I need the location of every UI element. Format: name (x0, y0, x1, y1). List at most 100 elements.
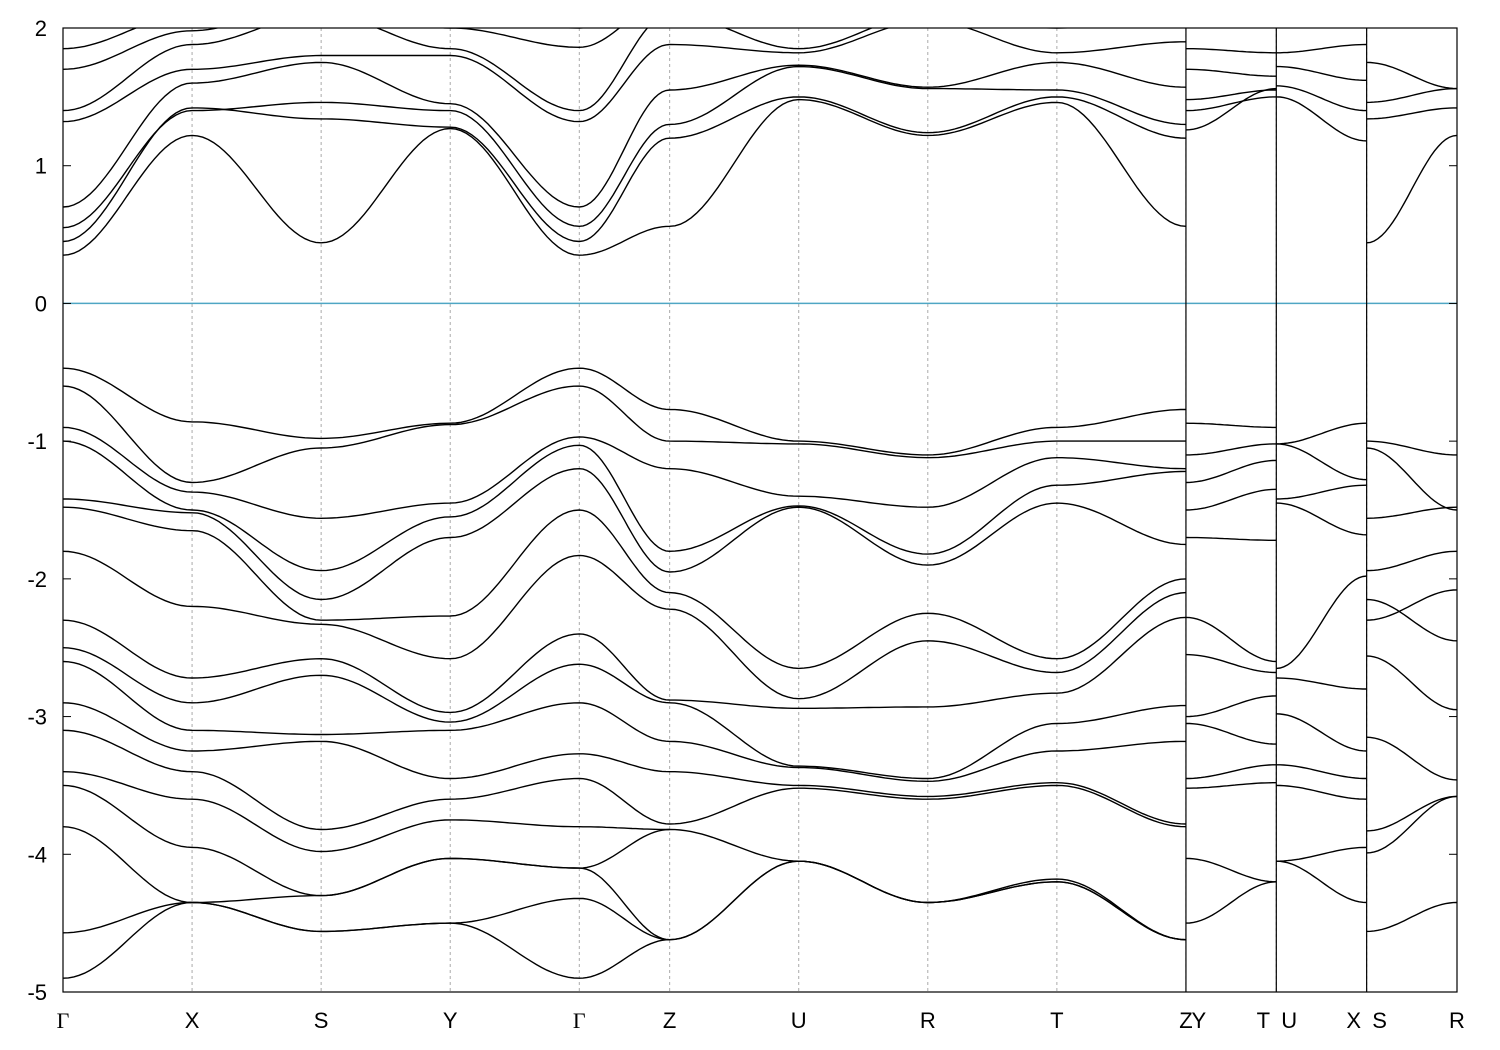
segment-separators (1185, 28, 1368, 992)
kpoint-label: R (920, 1008, 936, 1033)
valence-band-line (63, 647, 1186, 780)
conduction-band-line (1276, 65, 1367, 81)
valence-band-line (1366, 440, 1457, 456)
valence-band-line (63, 467, 1186, 601)
conduction-band-line (63, 61, 1186, 208)
valence-band-line (1185, 488, 1277, 511)
valence-band-line (63, 506, 1186, 670)
conduction-band-line (1185, 68, 1277, 77)
valence-band-line (1185, 616, 1277, 663)
valence-band-line (1366, 736, 1457, 781)
conduction-band-line (63, 28, 1076, 112)
valence-band-line (63, 385, 1186, 484)
valence-band-line (1276, 713, 1367, 752)
conduction-band-line (63, 65, 1186, 229)
valence-band-line (63, 901, 670, 979)
valence-band-line (63, 550, 1186, 700)
kpoint-label: Z (663, 1008, 676, 1033)
valence-band-line (63, 729, 1186, 831)
conduction-band-line (1185, 96, 1277, 112)
kpoint-label: S (1372, 1008, 1387, 1033)
conduction-band-line (1185, 89, 1277, 101)
conduction-band-line (63, 96, 1186, 243)
valence-band-line (1185, 459, 1277, 484)
y-tick-label: -1 (27, 429, 47, 454)
valence-band-line (1276, 860, 1367, 904)
kpoint-label: X (1346, 1008, 1361, 1033)
valence-band-line (1366, 550, 1457, 572)
conduction-band-line (1366, 61, 1457, 90)
kpoint-label: Γ (57, 1008, 70, 1033)
valence-band-line (1366, 795, 1457, 832)
valence-band-line (1185, 695, 1277, 718)
conduction-band-line (63, 98, 1186, 256)
valence-band-line (1185, 422, 1277, 429)
valence-band-line (1276, 422, 1367, 445)
valence-band-line (1185, 536, 1277, 541)
valence-band-line (1276, 443, 1367, 481)
kpoint-label: Z (1179, 1008, 1192, 1033)
valence-band-line (63, 826, 1186, 941)
valence-band-line (1366, 598, 1457, 642)
valence-band-line (1185, 443, 1277, 456)
x-axis: Γ X S Y Γ Z U R T ZY T U X S R (57, 1008, 1465, 1033)
valence-band-line (1276, 677, 1367, 690)
valence-band-line (1276, 575, 1367, 670)
valence-band-line (63, 440, 1186, 572)
kpoint-label: U (1281, 1008, 1297, 1033)
kpoint-label: U (791, 1008, 807, 1033)
valence-band-line (1366, 447, 1457, 511)
kpoint-label: S (314, 1008, 329, 1033)
conduction-band-line (63, 28, 587, 50)
conduction-band-line (63, 28, 1186, 123)
conduction-band-line (1276, 96, 1367, 142)
valence-band-line (1185, 881, 1277, 924)
valence-band-line (1366, 655, 1457, 711)
valence-band-line (63, 702, 1186, 825)
conduction-band-line (1366, 87, 1457, 104)
valence-band-line (1276, 846, 1367, 862)
valence-band-line (63, 616, 1186, 714)
valence-band-line (1276, 502, 1367, 536)
conduction-band-line (1276, 43, 1367, 54)
valence-band-line (1185, 857, 1277, 883)
kpoint-label: T (1257, 1008, 1270, 1033)
valence-band-line (1276, 484, 1367, 500)
valence-band-line (1366, 795, 1457, 854)
kpoint-label: Y (1192, 1008, 1207, 1033)
conduction-band-line (1366, 107, 1457, 120)
valence-band-line (1366, 589, 1457, 621)
y-tick-label: -2 (27, 567, 47, 592)
valence-band-line (1366, 901, 1457, 933)
y-tick-label: 0 (35, 291, 47, 316)
valence-band-line (63, 660, 1186, 783)
conduction-band-line (1185, 48, 1277, 54)
valence-band-line (1276, 784, 1367, 800)
y-tick-label: 1 (35, 154, 47, 179)
valence-band-line (63, 784, 1186, 941)
valence-band-line (63, 771, 1186, 941)
valence-band-line (63, 828, 670, 934)
valence-band-line (1276, 764, 1367, 780)
valence-band-line (1185, 764, 1277, 780)
conduction-band-line (1366, 134, 1457, 244)
kpoint-label: T (1050, 1008, 1063, 1033)
plot-frame (62, 27, 1458, 993)
conduction-band-line (63, 28, 621, 70)
y-tick-label: -3 (27, 705, 47, 730)
kpoint-label: X (185, 1008, 200, 1033)
valence-band-line (63, 367, 1186, 456)
kpoint-label: Γ (573, 1008, 586, 1033)
y-axis: -5 -4 -3 -2 -1 0 1 2 (27, 16, 1457, 1005)
valence-band-line (1366, 506, 1457, 519)
y-tick-label: 2 (35, 16, 47, 41)
valence-band-line (1185, 782, 1277, 789)
valence-band-line (1185, 722, 1277, 745)
y-tick-label: -5 (27, 980, 47, 1005)
valence-band-line (63, 426, 1186, 520)
y-tick-label: -4 (27, 842, 47, 867)
valence-band-line (1185, 653, 1277, 674)
kpoint-label: Y (443, 1008, 458, 1033)
kpoint-label: R (1449, 1008, 1465, 1033)
